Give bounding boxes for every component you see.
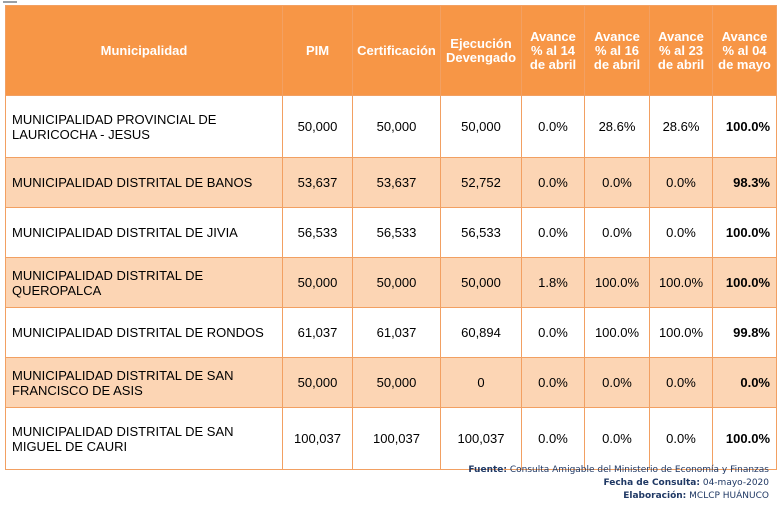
cell-avance-16-abril: 28.6% bbox=[584, 95, 650, 158]
cell-certificacion: 100,037 bbox=[352, 407, 441, 470]
municipalidad-header: Municipalidad bbox=[5, 5, 283, 96]
fuente-label: Fuente: bbox=[468, 465, 507, 475]
pim-header: PIM bbox=[282, 5, 353, 96]
footer-elaboracion: Elaboración: MCLCP HUÁNUCO bbox=[623, 491, 769, 501]
cell-municipalidad: MUNICIPALIDAD DISTRITAL DE RONDOS bbox=[5, 307, 283, 358]
cell-avance-16-abril: 100.0% bbox=[584, 257, 650, 308]
cell-avance-04-mayo: 0.0% bbox=[712, 357, 777, 408]
cell-avance-23-abril: 0.0% bbox=[649, 157, 713, 208]
corner-mark bbox=[3, 1, 17, 3]
cell-devengado: 50,000 bbox=[440, 257, 522, 308]
cell-avance-16-abril: 0.0% bbox=[584, 407, 650, 470]
cell-avance-14-abril: 0.0% bbox=[521, 207, 585, 258]
table-row: MUNICIPALIDAD DISTRITAL DE BANOS 53,637 53… bbox=[5, 157, 777, 208]
table-row: MUNICIPALIDAD DISTRITAL DE QUEROPALCA 50,… bbox=[5, 257, 777, 308]
table-row: MUNICIPALIDAD PROVINCIAL DE LAURICOCHA -… bbox=[5, 95, 777, 158]
cell-municipalidad: MUNICIPALIDAD DISTRITAL DE SAN MIGUEL DE… bbox=[5, 407, 283, 470]
avance-23-abril-header: Avance% al 23 de abril bbox=[649, 5, 713, 96]
cell-certificacion: 50,000 bbox=[352, 357, 441, 408]
cell-devengado: 100,037 bbox=[440, 407, 522, 470]
fecha-label: Fecha de Consulta: bbox=[603, 478, 700, 488]
cell-avance-23-abril: 0.0% bbox=[649, 357, 713, 408]
certificacion-header: Certificación bbox=[352, 5, 441, 96]
cell-devengado: 50,000 bbox=[440, 95, 522, 158]
cell-certificacion: 50,000 bbox=[352, 95, 441, 158]
cell-devengado: 60,894 bbox=[440, 307, 522, 358]
cell-avance-23-abril: 100.0% bbox=[649, 257, 713, 308]
cell-avance-04-mayo: 100.0% bbox=[712, 207, 777, 258]
cell-municipalidad: MUNICIPALIDAD DISTRITAL DE BANOS bbox=[5, 157, 283, 208]
cell-devengado: 56,533 bbox=[440, 207, 522, 258]
cell-pim: 56,533 bbox=[282, 207, 353, 258]
cell-municipalidad: MUNICIPALIDAD PROVINCIAL DE LAURICOCHA -… bbox=[5, 95, 283, 158]
fuente-value: Consulta Amigable del Ministerio de Econ… bbox=[509, 465, 769, 475]
cell-devengado: 52,752 bbox=[440, 157, 522, 208]
cell-pim: 61,037 bbox=[282, 307, 353, 358]
cell-certificacion: 50,000 bbox=[352, 257, 441, 308]
footer-fuente: Fuente: Consulta Amigable del Ministerio… bbox=[468, 465, 769, 475]
cell-avance-16-abril: 0.0% bbox=[584, 157, 650, 208]
elaboracion-label: Elaboración: bbox=[623, 491, 687, 501]
cell-avance-23-abril: 0.0% bbox=[649, 207, 713, 258]
cell-certificacion: 61,037 bbox=[352, 307, 441, 358]
cell-pim: 100,037 bbox=[282, 407, 353, 470]
table-row: MUNICIPALIDAD DISTRITAL DE RONDOS 61,037 6… bbox=[5, 307, 777, 358]
table-row: MUNICIPALIDAD DISTRITAL DE SAN MIGUEL DE… bbox=[5, 407, 777, 470]
footer-fecha: Fecha de Consulta: 04-mayo-2020 bbox=[603, 478, 769, 488]
table-body: MUNICIPALIDAD PROVINCIAL DE LAURICOCHA -… bbox=[5, 95, 777, 470]
cell-avance-04-mayo: 100.0% bbox=[712, 95, 777, 158]
cell-certificacion: 56,533 bbox=[352, 207, 441, 258]
cell-avance-14-abril: 0.0% bbox=[521, 157, 585, 208]
cell-municipalidad: MUNICIPALIDAD DISTRITAL DE JIVIA bbox=[5, 207, 283, 258]
cell-pim: 53,637 bbox=[282, 157, 353, 208]
cell-avance-14-abril: 0.0% bbox=[521, 407, 585, 470]
cell-pim: 50,000 bbox=[282, 357, 353, 408]
table-row: MUNICIPALIDAD DISTRITAL DE SAN FRANCISCO… bbox=[5, 357, 777, 408]
cell-avance-04-mayo: 100.0% bbox=[712, 407, 777, 470]
cell-avance-04-mayo: 98.3% bbox=[712, 157, 777, 208]
elaboracion-value: MCLCP HUÁNUCO bbox=[689, 491, 769, 501]
cell-avance-04-mayo: 100.0% bbox=[712, 257, 777, 308]
cell-avance-16-abril: 0.0% bbox=[584, 357, 650, 408]
avance-04-mayo-header: Avance% al 04 de mayo bbox=[712, 5, 777, 96]
cell-avance-14-abril: 0.0% bbox=[521, 357, 585, 408]
cell-certificacion: 53,637 bbox=[352, 157, 441, 208]
cell-avance-16-abril: 0.0% bbox=[584, 207, 650, 258]
budget-table: Municipalidad PIM Certificación Ejecución De… bbox=[5, 5, 777, 470]
cell-avance-23-abril: 0.0% bbox=[649, 407, 713, 470]
cell-municipalidad: MUNICIPALIDAD DISTRITAL DE SAN FRANCISCO… bbox=[5, 357, 283, 408]
devengado-header: Ejecución Devengado bbox=[440, 5, 522, 96]
cell-municipalidad: MUNICIPALIDAD DISTRITAL DE QUEROPALCA bbox=[5, 257, 283, 308]
header-row: Municipalidad PIM Certificación Ejecución De… bbox=[5, 5, 777, 96]
avance-16-abril-header: Avance% al 16 de abril bbox=[584, 5, 650, 96]
cell-avance-04-mayo: 99.8% bbox=[712, 307, 777, 358]
table-row: MUNICIPALIDAD DISTRITAL DE JIVIA 56,533 56… bbox=[5, 207, 777, 258]
avance-14-abril-header: Avance% al 14 de abril bbox=[521, 5, 585, 96]
cell-avance-14-abril: 1.8% bbox=[521, 257, 585, 308]
cell-avance-23-abril: 28.6% bbox=[649, 95, 713, 158]
cell-avance-23-abril: 100.0% bbox=[649, 307, 713, 358]
cell-avance-16-abril: 100.0% bbox=[584, 307, 650, 358]
cell-avance-14-abril: 0.0% bbox=[521, 307, 585, 358]
cell-pim: 50,000 bbox=[282, 257, 353, 308]
cell-devengado: 0 bbox=[440, 357, 522, 408]
fecha-value: 04-mayo-2020 bbox=[702, 478, 769, 488]
cell-avance-14-abril: 0.0% bbox=[521, 95, 585, 158]
cell-pim: 50,000 bbox=[282, 95, 353, 158]
